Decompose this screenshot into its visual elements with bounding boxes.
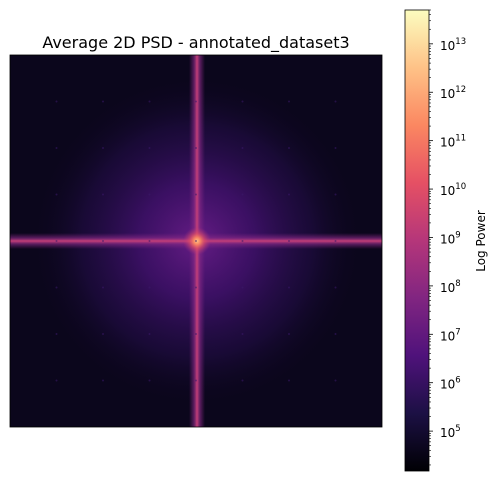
heatmap-speckle (102, 379, 104, 382)
heatmap-speckle (148, 100, 151, 103)
colorbar-tick-label-base: 10 (440, 87, 455, 101)
heatmap-speckle (55, 100, 58, 103)
heatmap-speckle (195, 193, 197, 196)
heatmap-speckle (334, 147, 337, 149)
heatmap-speckle (55, 193, 58, 196)
heatmap-speckle (195, 379, 197, 382)
heatmap-speckle (102, 147, 104, 149)
colorbar-tick-label-exponent: 11 (455, 134, 466, 144)
colorbar-tick-label-exponent: 5 (455, 424, 460, 434)
heatmap-speckle (55, 147, 58, 149)
colorbar-label: Log Power (474, 210, 488, 272)
heatmap-speckle (288, 240, 290, 242)
heatmap-speckle (102, 240, 104, 242)
heatmap-speckle (334, 286, 337, 289)
heatmap-speckle (241, 333, 244, 335)
heatmap-speckle (148, 240, 151, 242)
heatmap-speckle (195, 240, 197, 242)
heatmap-speckle (148, 379, 151, 382)
colorbar-tick-label-exponent: 9 (455, 230, 460, 240)
colorbar-tick-label: 106 (440, 376, 461, 392)
colorbar-tick-label-exponent: 12 (455, 85, 466, 95)
colorbar-tick-label: 1012 (440, 85, 466, 101)
heatmap-speckle (55, 286, 58, 289)
heatmap-speckle (195, 147, 197, 149)
heatmap-speckle (148, 333, 151, 335)
colorbar-tick-label-base: 10 (440, 184, 455, 198)
heatmap-speckle (241, 193, 244, 196)
heatmap-speckle (102, 286, 104, 289)
colorbar-tick-label-base: 10 (440, 136, 455, 150)
colorbar-tick-label-exponent: 13 (455, 37, 466, 47)
heatmap-speckle (102, 193, 104, 196)
heatmap-speckle (55, 240, 58, 242)
heatmap-speckle (288, 147, 290, 149)
heatmap-speckle (334, 333, 337, 335)
heatmap-speckle (148, 193, 151, 196)
colorbar-tick-label-base: 10 (440, 329, 455, 343)
colorbar-tick-label-base: 10 (440, 281, 455, 295)
colorbar-tick-label-exponent: 7 (455, 327, 460, 337)
heatmap-speckle (288, 100, 290, 103)
heatmap-speckle (334, 240, 337, 242)
colorbar-tick-label: 105 (440, 424, 461, 440)
heatmap-speckle (288, 193, 290, 196)
colorbar-tick-label: 1010 (440, 182, 466, 198)
colorbar-tick-label-exponent: 8 (455, 279, 460, 289)
heatmap-speckle (195, 100, 197, 103)
colorbar-tick-label: 107 (440, 327, 461, 343)
chart-title: Average 2D PSD - annotated_dataset3 (42, 33, 349, 53)
heatmap-speckle (148, 147, 151, 149)
colorbar-tick-label: 1013 (440, 37, 466, 53)
colorbar-tick-label-base: 10 (440, 378, 455, 392)
heatmap-speckle (334, 379, 337, 382)
heatmap-speckle (55, 379, 58, 382)
heatmap-speckle (102, 333, 104, 335)
heatmap-speckle (241, 100, 244, 103)
colorbar-tick-label: 108 (440, 279, 461, 295)
heatmap-speckle (241, 379, 244, 382)
heatmap-speckle (195, 333, 197, 335)
heatmap-speckle (102, 100, 104, 103)
colorbar-tick-label: 1011 (440, 134, 466, 150)
heatmap-speckle (241, 240, 244, 242)
heatmap-speckle (334, 193, 337, 196)
psd-heatmap (10, 55, 382, 427)
heatmap-speckle (195, 286, 197, 289)
colorbar-tick-label-base: 10 (440, 426, 455, 440)
colorbar-tick-label-exponent: 6 (455, 376, 460, 386)
heatmap-speckle (288, 286, 290, 289)
colorbar-tick-label-base: 10 (440, 39, 455, 53)
heatmap-frame (9, 54, 383, 428)
colorbar (404, 9, 430, 472)
heatmap-speckle (241, 286, 244, 289)
heatmap-speckle (148, 286, 151, 289)
heatmap-speckles (55, 100, 337, 382)
colorbar-tick-label-exponent: 10 (455, 182, 466, 192)
colorbar-tick-label-base: 10 (440, 232, 455, 246)
colorbar-tick-label: 109 (440, 230, 461, 246)
heatmap-speckle (334, 100, 337, 103)
heatmap-speckle (241, 147, 244, 149)
heatmap-speckle (288, 333, 290, 335)
heatmap-speckle (288, 379, 290, 382)
heatmap-speckle (55, 333, 58, 335)
